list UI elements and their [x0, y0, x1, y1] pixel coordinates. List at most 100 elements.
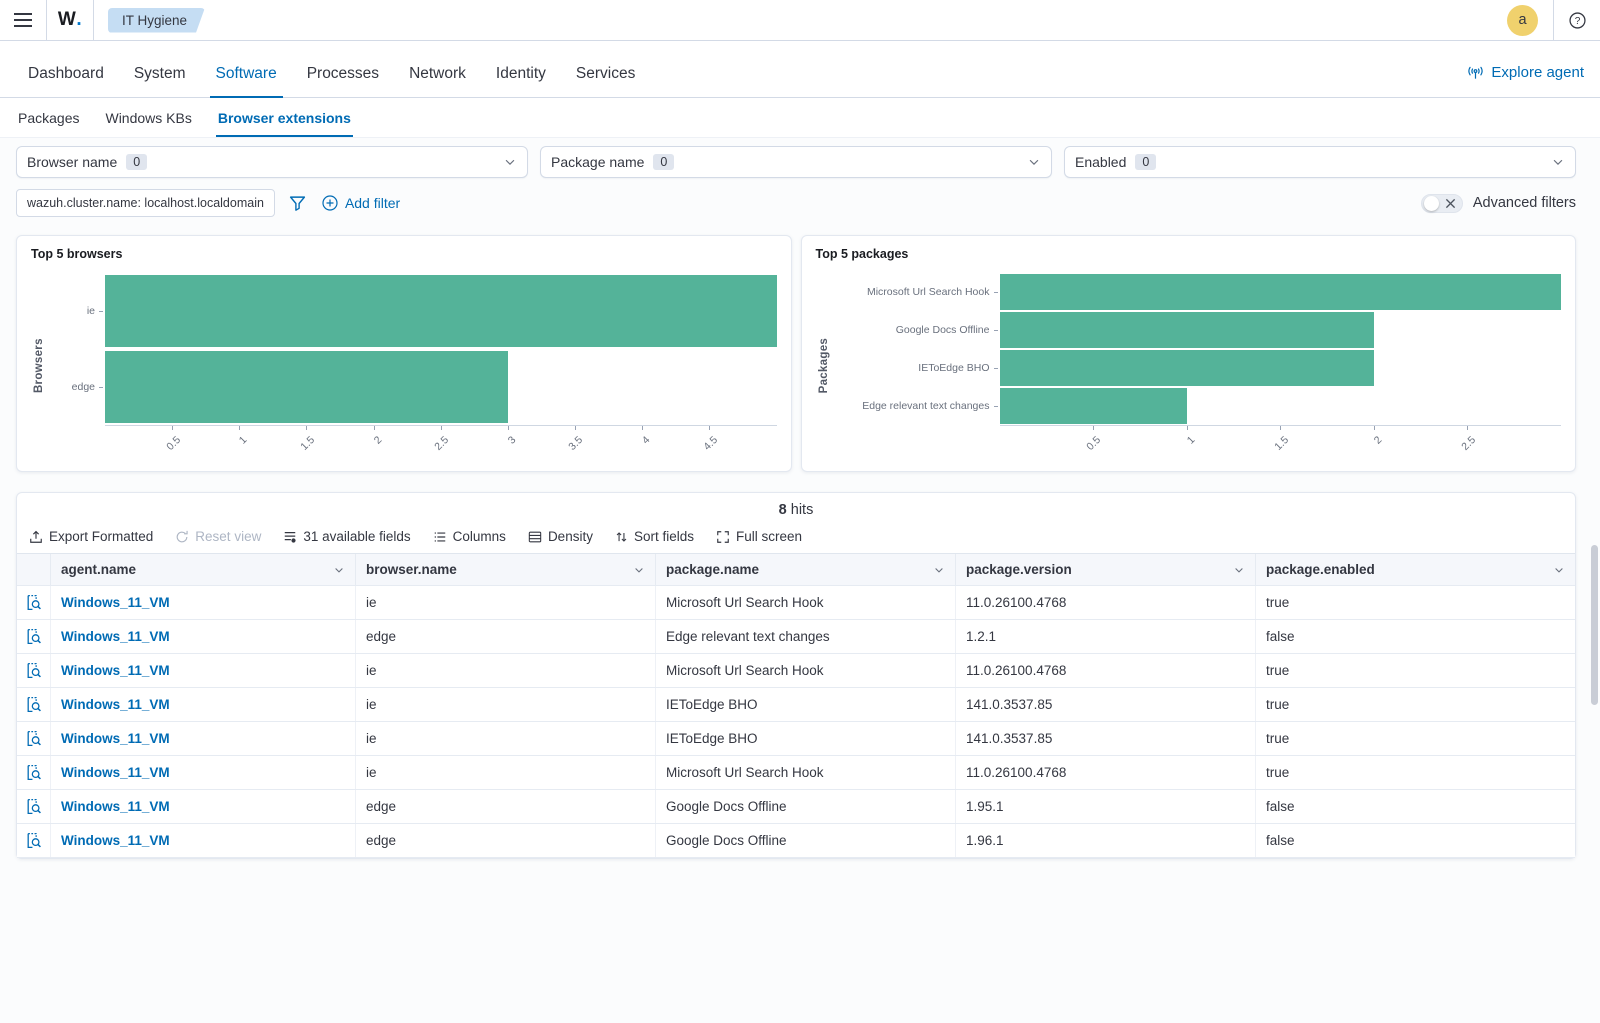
- package-name-cell: Google Docs Offline: [656, 790, 956, 823]
- bar[interactable]: [105, 275, 777, 347]
- density-button[interactable]: Density: [528, 529, 593, 544]
- avatar[interactable]: a: [1507, 4, 1538, 36]
- wazuh-logo[interactable]: W.: [57, 9, 83, 30]
- full-screen-button[interactable]: Full screen: [716, 529, 802, 544]
- available-fields-button[interactable]: 31 available fields: [283, 529, 411, 544]
- expand-document-button[interactable]: [17, 586, 51, 619]
- tab-processes[interactable]: Processes: [306, 65, 380, 82]
- scrollbar-thumb[interactable]: [1591, 545, 1598, 705]
- browsers-bar-chart: ie edge: [47, 273, 777, 425]
- inspect-document-icon: [27, 594, 41, 611]
- bar-row: edge: [47, 349, 777, 425]
- bar-row: Google Docs Offline: [832, 311, 1562, 349]
- tab-system[interactable]: System: [133, 65, 186, 82]
- cluster-filter-pill[interactable]: wazuh.cluster.name: localhost.localdomai…: [16, 189, 275, 217]
- package-version-cell: 1.2.1: [956, 620, 1256, 653]
- chevron-down-icon: [1027, 155, 1041, 169]
- expand-document-button[interactable]: [17, 620, 51, 653]
- enabled-select[interactable]: Enabled 0: [1064, 146, 1576, 178]
- agent-name-link[interactable]: Windows_11_VM: [61, 731, 170, 746]
- count-badge: 0: [1135, 154, 1157, 170]
- bar[interactable]: [999, 274, 1561, 310]
- category-label: Edge relevant text changes: [832, 387, 1000, 425]
- chart-title: Top 5 packages: [815, 247, 909, 261]
- expand-document-button[interactable]: [17, 756, 51, 789]
- reset-view-button[interactable]: Reset view: [175, 529, 261, 544]
- filter-funnel-icon[interactable]: [289, 195, 306, 212]
- agent-name-link[interactable]: Windows_11_VM: [61, 595, 170, 610]
- package-name-cell: Microsoft Url Search Hook: [656, 756, 956, 789]
- export-formatted-button[interactable]: Export Formatted: [29, 529, 153, 544]
- tab-identity[interactable]: Identity: [495, 65, 546, 82]
- column-header-package-version[interactable]: package.version: [956, 554, 1256, 585]
- bar[interactable]: [999, 350, 1374, 386]
- browser-name-cell: ie: [356, 586, 656, 619]
- results-table-panel: 8 hits Export Formatted Reset view 31 av…: [16, 492, 1576, 859]
- subtab-browser-extensions[interactable]: Browser extensions: [215, 98, 353, 137]
- grid-body: Windows_11_VM ie Microsoft Url Search Ho…: [17, 585, 1575, 858]
- inspect-document-icon: [27, 730, 41, 747]
- agent-name-link[interactable]: Windows_11_VM: [61, 799, 170, 814]
- package-name-select[interactable]: Package name 0: [540, 146, 1052, 178]
- agent-name-link[interactable]: Windows_11_VM: [61, 765, 170, 780]
- bar[interactable]: [105, 351, 508, 423]
- advanced-filters-toggle[interactable]: [1420, 193, 1463, 213]
- column-header-browser-name[interactable]: browser.name: [356, 554, 656, 585]
- package-version-cell: 11.0.26100.4768: [956, 756, 1256, 789]
- bar-row: ie: [47, 273, 777, 349]
- hamburger-menu-icon[interactable]: [0, 0, 46, 40]
- app-breadcrumb-badge[interactable]: IT Hygiene: [108, 8, 205, 33]
- columns-button[interactable]: Columns: [433, 529, 506, 544]
- column-header-package-name[interactable]: package.name: [656, 554, 956, 585]
- inspect-document-icon: [27, 696, 41, 713]
- inspect-document-icon: [27, 662, 41, 679]
- density-icon: [528, 531, 542, 542]
- bar[interactable]: [999, 388, 1187, 424]
- chevron-down-icon: [1553, 564, 1565, 576]
- column-header-package-enabled[interactable]: package.enabled: [1256, 554, 1575, 585]
- browser-name-cell: edge: [356, 790, 656, 823]
- chevron-down-icon: [633, 564, 645, 576]
- inspect-document-icon: [27, 628, 41, 645]
- count-badge: 0: [653, 154, 675, 170]
- subtab-packages[interactable]: Packages: [18, 109, 80, 126]
- tab-network[interactable]: Network: [409, 65, 466, 82]
- package-enabled-cell: true: [1266, 697, 1290, 712]
- help-icon[interactable]: ?: [1554, 0, 1600, 40]
- agent-name-link[interactable]: Windows_11_VM: [61, 629, 170, 644]
- column-header-agent-name[interactable]: agent.name: [51, 554, 356, 585]
- refresh-icon: [176, 530, 188, 542]
- sort-fields-button[interactable]: Sort fields: [615, 529, 694, 544]
- browser-name-cell: ie: [356, 654, 656, 687]
- agent-name-link[interactable]: Windows_11_VM: [61, 697, 170, 712]
- subtab-windows-kbs[interactable]: Windows KBs: [105, 109, 192, 126]
- chevron-down-icon: [503, 155, 517, 169]
- packages-bar-chart: Microsoft Url Search Hook Google Docs Off…: [832, 273, 1562, 425]
- chevron-down-icon: [1551, 155, 1565, 169]
- bar[interactable]: [999, 312, 1374, 348]
- explore-agent-button[interactable]: Explore agent: [1467, 64, 1584, 97]
- charts-row: Top 5 browsers Browsers ie edge 0.5 1 1.5 2 2…: [16, 235, 1576, 472]
- agent-name-link[interactable]: Windows_11_VM: [61, 833, 170, 848]
- tab-dashboard[interactable]: Dashboard: [28, 65, 104, 82]
- expand-document-button[interactable]: [17, 790, 51, 823]
- category-label: edge: [47, 349, 105, 425]
- package-version-cell: 141.0.3537.85: [956, 722, 1256, 755]
- antenna-icon: [1468, 66, 1484, 79]
- agent-name-link[interactable]: Windows_11_VM: [61, 663, 170, 678]
- y-axis-title: Packages: [817, 337, 830, 394]
- expand-document-button[interactable]: [17, 654, 51, 687]
- grid-header-row: agent.name browser.name package.name pac…: [17, 553, 1575, 585]
- inspect-document-icon: [27, 832, 41, 849]
- y-axis-title: Browsers: [33, 338, 45, 394]
- tab-services[interactable]: Services: [575, 65, 636, 82]
- tab-software[interactable]: Software: [204, 49, 289, 98]
- expand-document-button[interactable]: [17, 688, 51, 721]
- browser-name-select[interactable]: Browser name 0: [16, 146, 528, 178]
- fullscreen-icon: [717, 530, 729, 543]
- expand-document-button[interactable]: [17, 722, 51, 755]
- add-filter-button[interactable]: Add filter: [322, 195, 400, 211]
- expand-document-button[interactable]: [17, 824, 51, 857]
- table-row: Windows_11_VM ie IEToEdge BHO 141.0.3537…: [17, 687, 1575, 721]
- table-row: Windows_11_VM edge Edge relevant text ch…: [17, 619, 1575, 653]
